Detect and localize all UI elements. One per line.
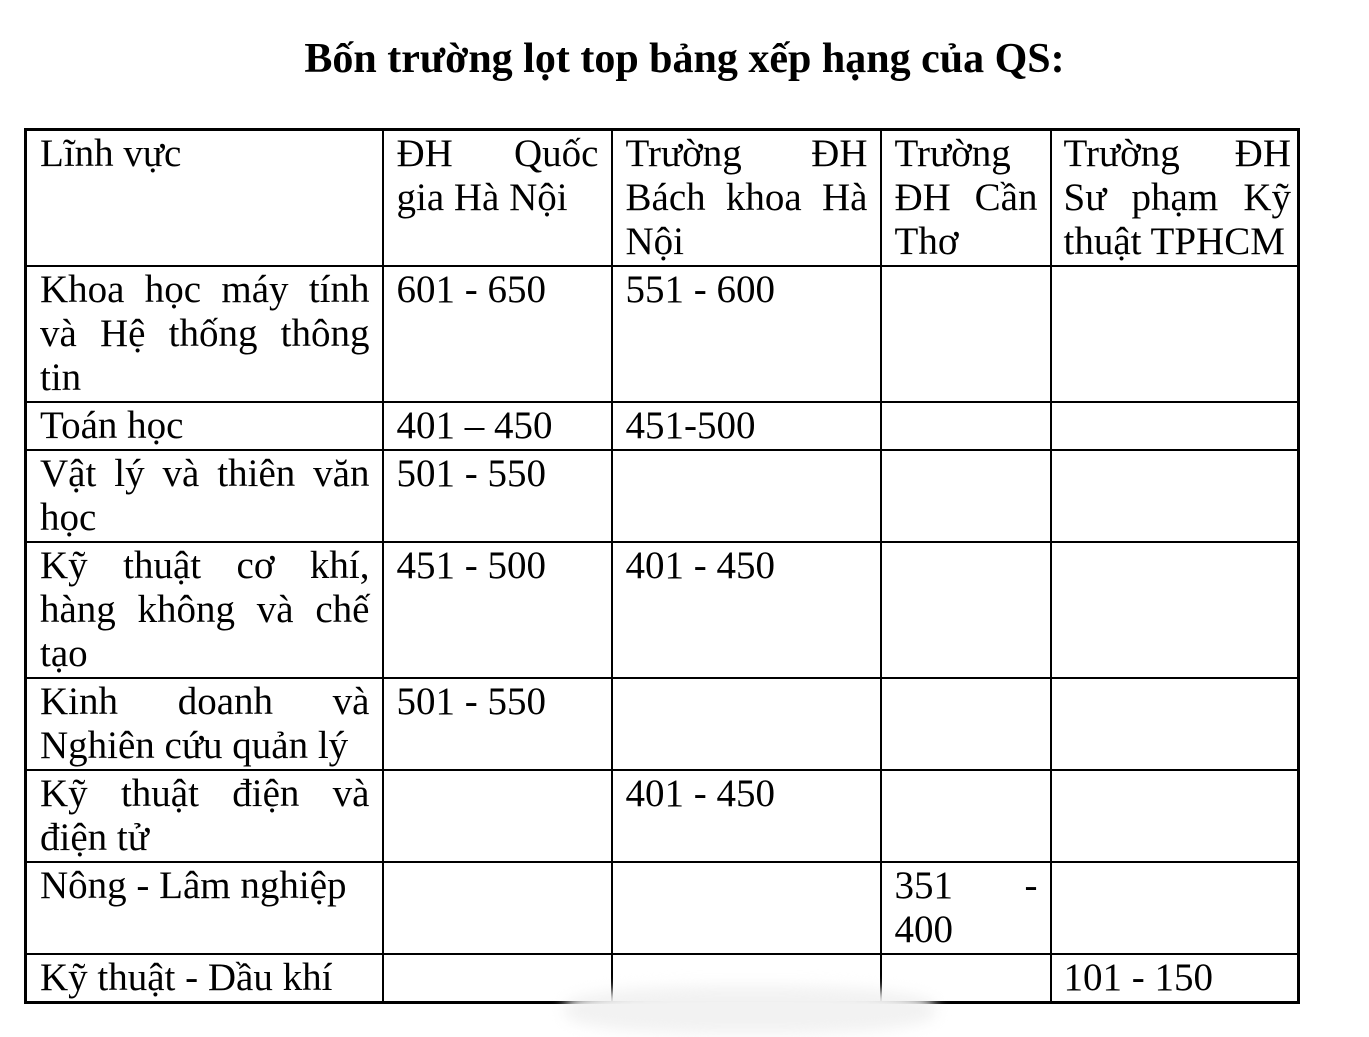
row-field-label: Khoa học máy tính và Hệ thống thông tin [24,265,384,403]
cell-value [610,861,882,955]
row-field-label: Vật lý và thiên văn học [24,449,384,543]
table-row: Kỹ thuật cơ khí, hàng không và chế tạo 4… [24,541,1300,679]
cell-value: 451-500 [610,401,882,451]
column-header-hust: Trường ĐH Bách khoa Hà Nội [610,128,882,267]
column-header-hcmute: Trường ĐH Sư phạm Kỹ thuật TPHCM [1049,128,1300,267]
ranking-table: Lĩnh vực ĐH Quốc gia Hà Nội Trường ĐH Bá… [24,128,1300,1004]
row-field-label: Nông - Lâm nghiệp [24,861,384,955]
table-row: Kinh doanh và Nghiên cứu quản lý 501 - 5… [24,677,1300,771]
cell-value: 401 – 450 [381,401,613,451]
cell-value [1049,861,1300,955]
cell-value [1049,769,1300,863]
cell-value [381,861,613,955]
column-header-vnu-hanoi: ĐH Quốc gia Hà Nội [381,128,613,267]
table-row: Kỹ thuật điện và điện tử 401 - 450 [24,769,1300,863]
column-header-cantho: Trường ĐH Cần Thơ [879,128,1052,267]
table-row: Vật lý và thiên văn học 501 - 550 [24,449,1300,543]
cell-value: 551 - 600 [610,265,882,403]
header-row: Lĩnh vực ĐH Quốc gia Hà Nội Trường ĐH Bá… [24,128,1300,267]
cell-value [879,265,1052,403]
table-row: Khoa học máy tính và Hệ thống thông tin … [24,265,1300,403]
cell-value [1049,541,1300,679]
cell-value: 401 - 450 [610,769,882,863]
cell-value: 601 - 650 [381,265,613,403]
cell-value [879,677,1052,771]
row-field-label: Toán học [24,401,384,451]
cell-value [610,677,882,771]
cell-value [1049,677,1300,771]
cell-value [610,449,882,543]
cell-value [879,769,1052,863]
cell-value [381,769,613,863]
row-field-label: Kinh doanh và Nghiên cứu quản lý [24,677,384,771]
cell-value [879,449,1052,543]
table-row: Toán học 401 – 450 451-500 [24,401,1300,451]
cell-value: 501 - 550 [381,449,613,543]
cell-value: 451 - 500 [381,541,613,679]
cell-value [381,953,613,1004]
page-title: Bốn trường lọt top bảng xếp hạng của QS: [304,36,1065,82]
document-page: Bốn trường lọt top bảng xếp hạng của QS:… [0,34,1369,1034]
cell-value: 401 - 450 [610,541,882,679]
row-field-label: Kỹ thuật - Dầu khí [24,953,384,1004]
cell-value [879,401,1052,451]
table-row: Nông - Lâm nghiệp 351 - 400 [24,861,1300,955]
row-field-label: Kỹ thuật cơ khí, hàng không và chế tạo [24,541,384,679]
column-header-field: Lĩnh vực [24,128,384,267]
cell-value: 501 - 550 [381,677,613,771]
row-field-label: Kỹ thuật điện và điện tử [24,769,384,863]
cell-value [1049,401,1300,451]
cell-value: 351 - 400 [879,861,1052,955]
cell-value: 101 - 150 [1049,953,1300,1004]
watermark-smudge [565,986,935,1034]
cell-value [879,541,1052,679]
cell-value [1049,449,1300,543]
cell-value [1049,265,1300,403]
